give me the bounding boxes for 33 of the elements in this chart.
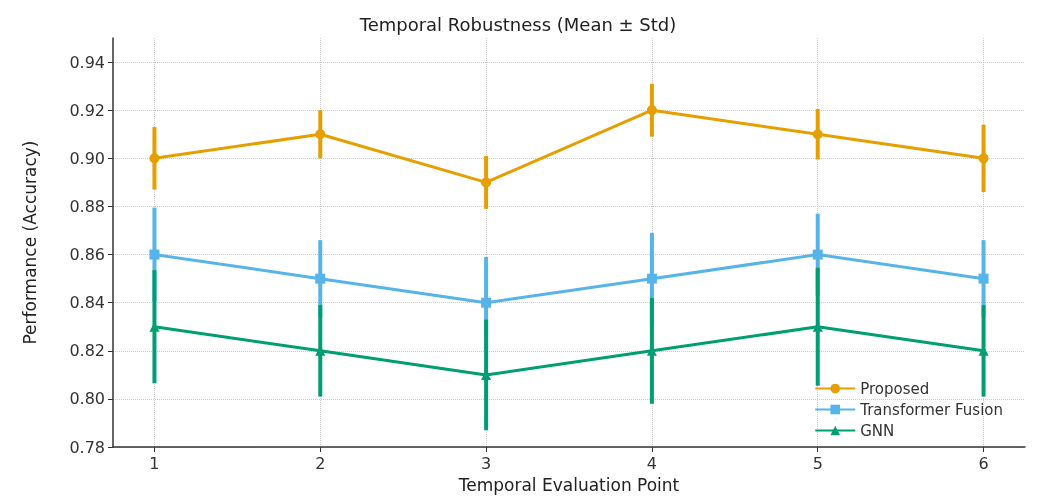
point bbox=[149, 153, 160, 164]
x-tick-label: 3 bbox=[481, 453, 492, 473]
y-tick-label: 0.82 bbox=[69, 341, 105, 361]
legend-label: Proposed bbox=[860, 379, 930, 398]
x-tick-label: 6 bbox=[978, 453, 989, 473]
point bbox=[812, 249, 823, 260]
x-tick-label: 4 bbox=[646, 453, 657, 473]
point bbox=[315, 273, 326, 284]
y-tick-label: 0.80 bbox=[69, 389, 105, 409]
y-tick-label: 0.84 bbox=[69, 293, 105, 313]
x-tick-label: 1 bbox=[149, 453, 160, 473]
y-tick-label: 0.88 bbox=[69, 196, 105, 216]
legend-label: GNN bbox=[860, 421, 895, 440]
legend-label: Transformer Fusion bbox=[859, 400, 1004, 419]
point bbox=[978, 273, 989, 284]
point bbox=[315, 129, 326, 140]
point bbox=[481, 177, 492, 188]
chart-title: Temporal Robustness (Mean ± Std) bbox=[358, 13, 677, 35]
point bbox=[481, 297, 492, 308]
y-tick-label: 0.94 bbox=[69, 52, 105, 72]
x-tick-label: 5 bbox=[812, 453, 823, 473]
y-tick-label: 0.78 bbox=[69, 437, 105, 457]
point bbox=[646, 273, 657, 284]
point bbox=[149, 249, 160, 260]
point bbox=[978, 153, 989, 164]
point bbox=[812, 129, 823, 140]
x-axis-title: Temporal Evaluation Point bbox=[457, 474, 680, 495]
y-tick-label: 0.92 bbox=[69, 100, 105, 120]
y-tick-label: 0.86 bbox=[69, 245, 105, 265]
point bbox=[646, 105, 657, 116]
y-axis-title: Performance (Accuracy) bbox=[19, 140, 40, 345]
x-tick-label: 2 bbox=[315, 453, 326, 473]
y-tick-label: 0.90 bbox=[69, 148, 105, 168]
